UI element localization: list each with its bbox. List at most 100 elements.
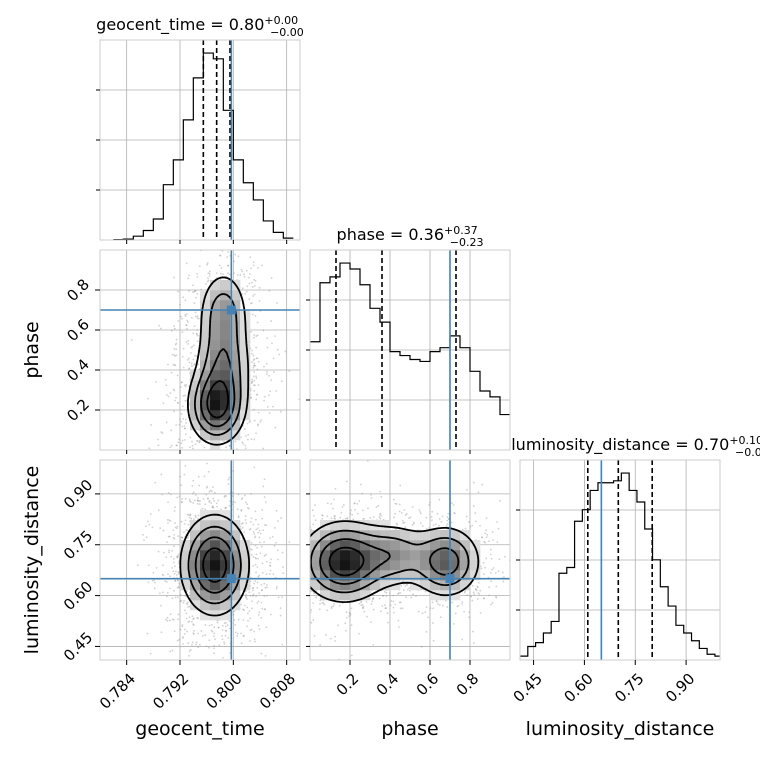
density-cell	[460, 550, 471, 561]
sample-point	[388, 592, 391, 595]
sample-point	[313, 592, 315, 595]
sample-point	[224, 667, 226, 669]
sample-point	[398, 503, 401, 506]
sample-point	[399, 607, 402, 610]
y-tick-label: 0.45	[60, 628, 96, 664]
sample-point	[482, 561, 485, 564]
sample-point	[441, 604, 444, 607]
sample-point	[162, 402, 165, 405]
sample-point	[252, 359, 255, 361]
sample-point	[208, 690, 210, 692]
sample-point	[255, 528, 258, 531]
sample-point	[431, 510, 434, 513]
sample-point	[234, 624, 237, 626]
sample-point	[196, 276, 199, 278]
sample-point	[468, 611, 471, 614]
sample-point	[479, 589, 482, 592]
sample-point	[251, 600, 253, 603]
sample-point	[383, 590, 386, 593]
sample-point	[246, 503, 248, 506]
sample-point	[172, 363, 175, 366]
sample-point	[464, 590, 467, 593]
sample-point	[190, 620, 193, 623]
sample-point	[270, 277, 273, 279]
contour-line	[187, 276, 250, 446]
sample-point	[185, 617, 188, 620]
sample-point	[386, 612, 389, 615]
sample-point	[253, 630, 256, 633]
sample-point	[192, 491, 195, 494]
sample-point	[389, 604, 392, 607]
sample-point	[251, 589, 254, 592]
density-cell	[210, 560, 221, 571]
sample-point	[194, 516, 197, 518]
density-cell	[320, 550, 331, 561]
density-cell	[360, 550, 371, 561]
density-cell	[450, 580, 461, 591]
sample-point	[428, 526, 431, 529]
sample-point	[181, 637, 184, 639]
sample-point	[172, 529, 175, 532]
sample-point	[453, 512, 456, 515]
sample-point	[194, 443, 197, 446]
sample-point	[393, 611, 395, 614]
sample-point	[250, 517, 253, 520]
sample-point	[226, 256, 229, 259]
sample-point	[381, 605, 384, 608]
sample-point	[167, 492, 170, 494]
sample-point	[167, 501, 169, 504]
sample-point	[177, 290, 179, 293]
sample-point	[177, 613, 180, 616]
density-cell	[350, 540, 361, 551]
sample-point	[191, 345, 194, 348]
sample-point	[348, 615, 350, 618]
sample-point	[432, 639, 435, 642]
sample-point	[436, 512, 439, 515]
sample-point	[192, 332, 195, 335]
sample-point	[168, 551, 170, 554]
sample-point	[444, 599, 447, 602]
sample-point	[193, 302, 196, 305]
density-cell	[190, 540, 201, 551]
sample-point	[208, 639, 211, 642]
density-cell	[190, 600, 201, 611]
sample-point	[232, 469, 235, 472]
sample-point	[265, 626, 268, 629]
sample-point	[262, 485, 265, 488]
sample-point	[191, 492, 194, 495]
sample-point	[204, 634, 207, 636]
sample-point	[154, 481, 157, 484]
density-cell	[360, 590, 371, 601]
density-cell	[210, 290, 221, 301]
sample-point	[187, 663, 189, 665]
title-plus: +0.00	[264, 14, 298, 27]
sample-point	[248, 591, 251, 594]
sample-point	[377, 504, 380, 507]
sample-point	[170, 329, 173, 332]
sample-point	[490, 557, 493, 560]
density-cell	[330, 580, 341, 591]
sample-point	[469, 595, 472, 598]
sample-point	[188, 650, 191, 652]
sample-point	[216, 505, 218, 508]
sample-point	[424, 611, 427, 614]
sample-point	[184, 313, 187, 316]
sample-point	[184, 418, 187, 421]
sample-point	[266, 373, 268, 376]
sample-point	[503, 576, 505, 579]
density-panel-phase-luminosity_distance	[309, 459, 511, 661]
sample-point	[312, 602, 315, 604]
sample-point	[205, 486, 208, 489]
sample-point	[250, 397, 253, 399]
sample-point	[240, 498, 243, 501]
sample-point	[275, 389, 278, 392]
sample-point	[264, 654, 267, 657]
sample-point	[249, 520, 252, 523]
sample-point	[193, 325, 196, 328]
sample-point	[251, 380, 253, 383]
x-tick-label: 0.6	[413, 670, 443, 700]
sample-point	[372, 597, 375, 600]
sample-point	[258, 574, 261, 577]
sample-point	[249, 273, 251, 275]
sample-point	[255, 357, 258, 360]
